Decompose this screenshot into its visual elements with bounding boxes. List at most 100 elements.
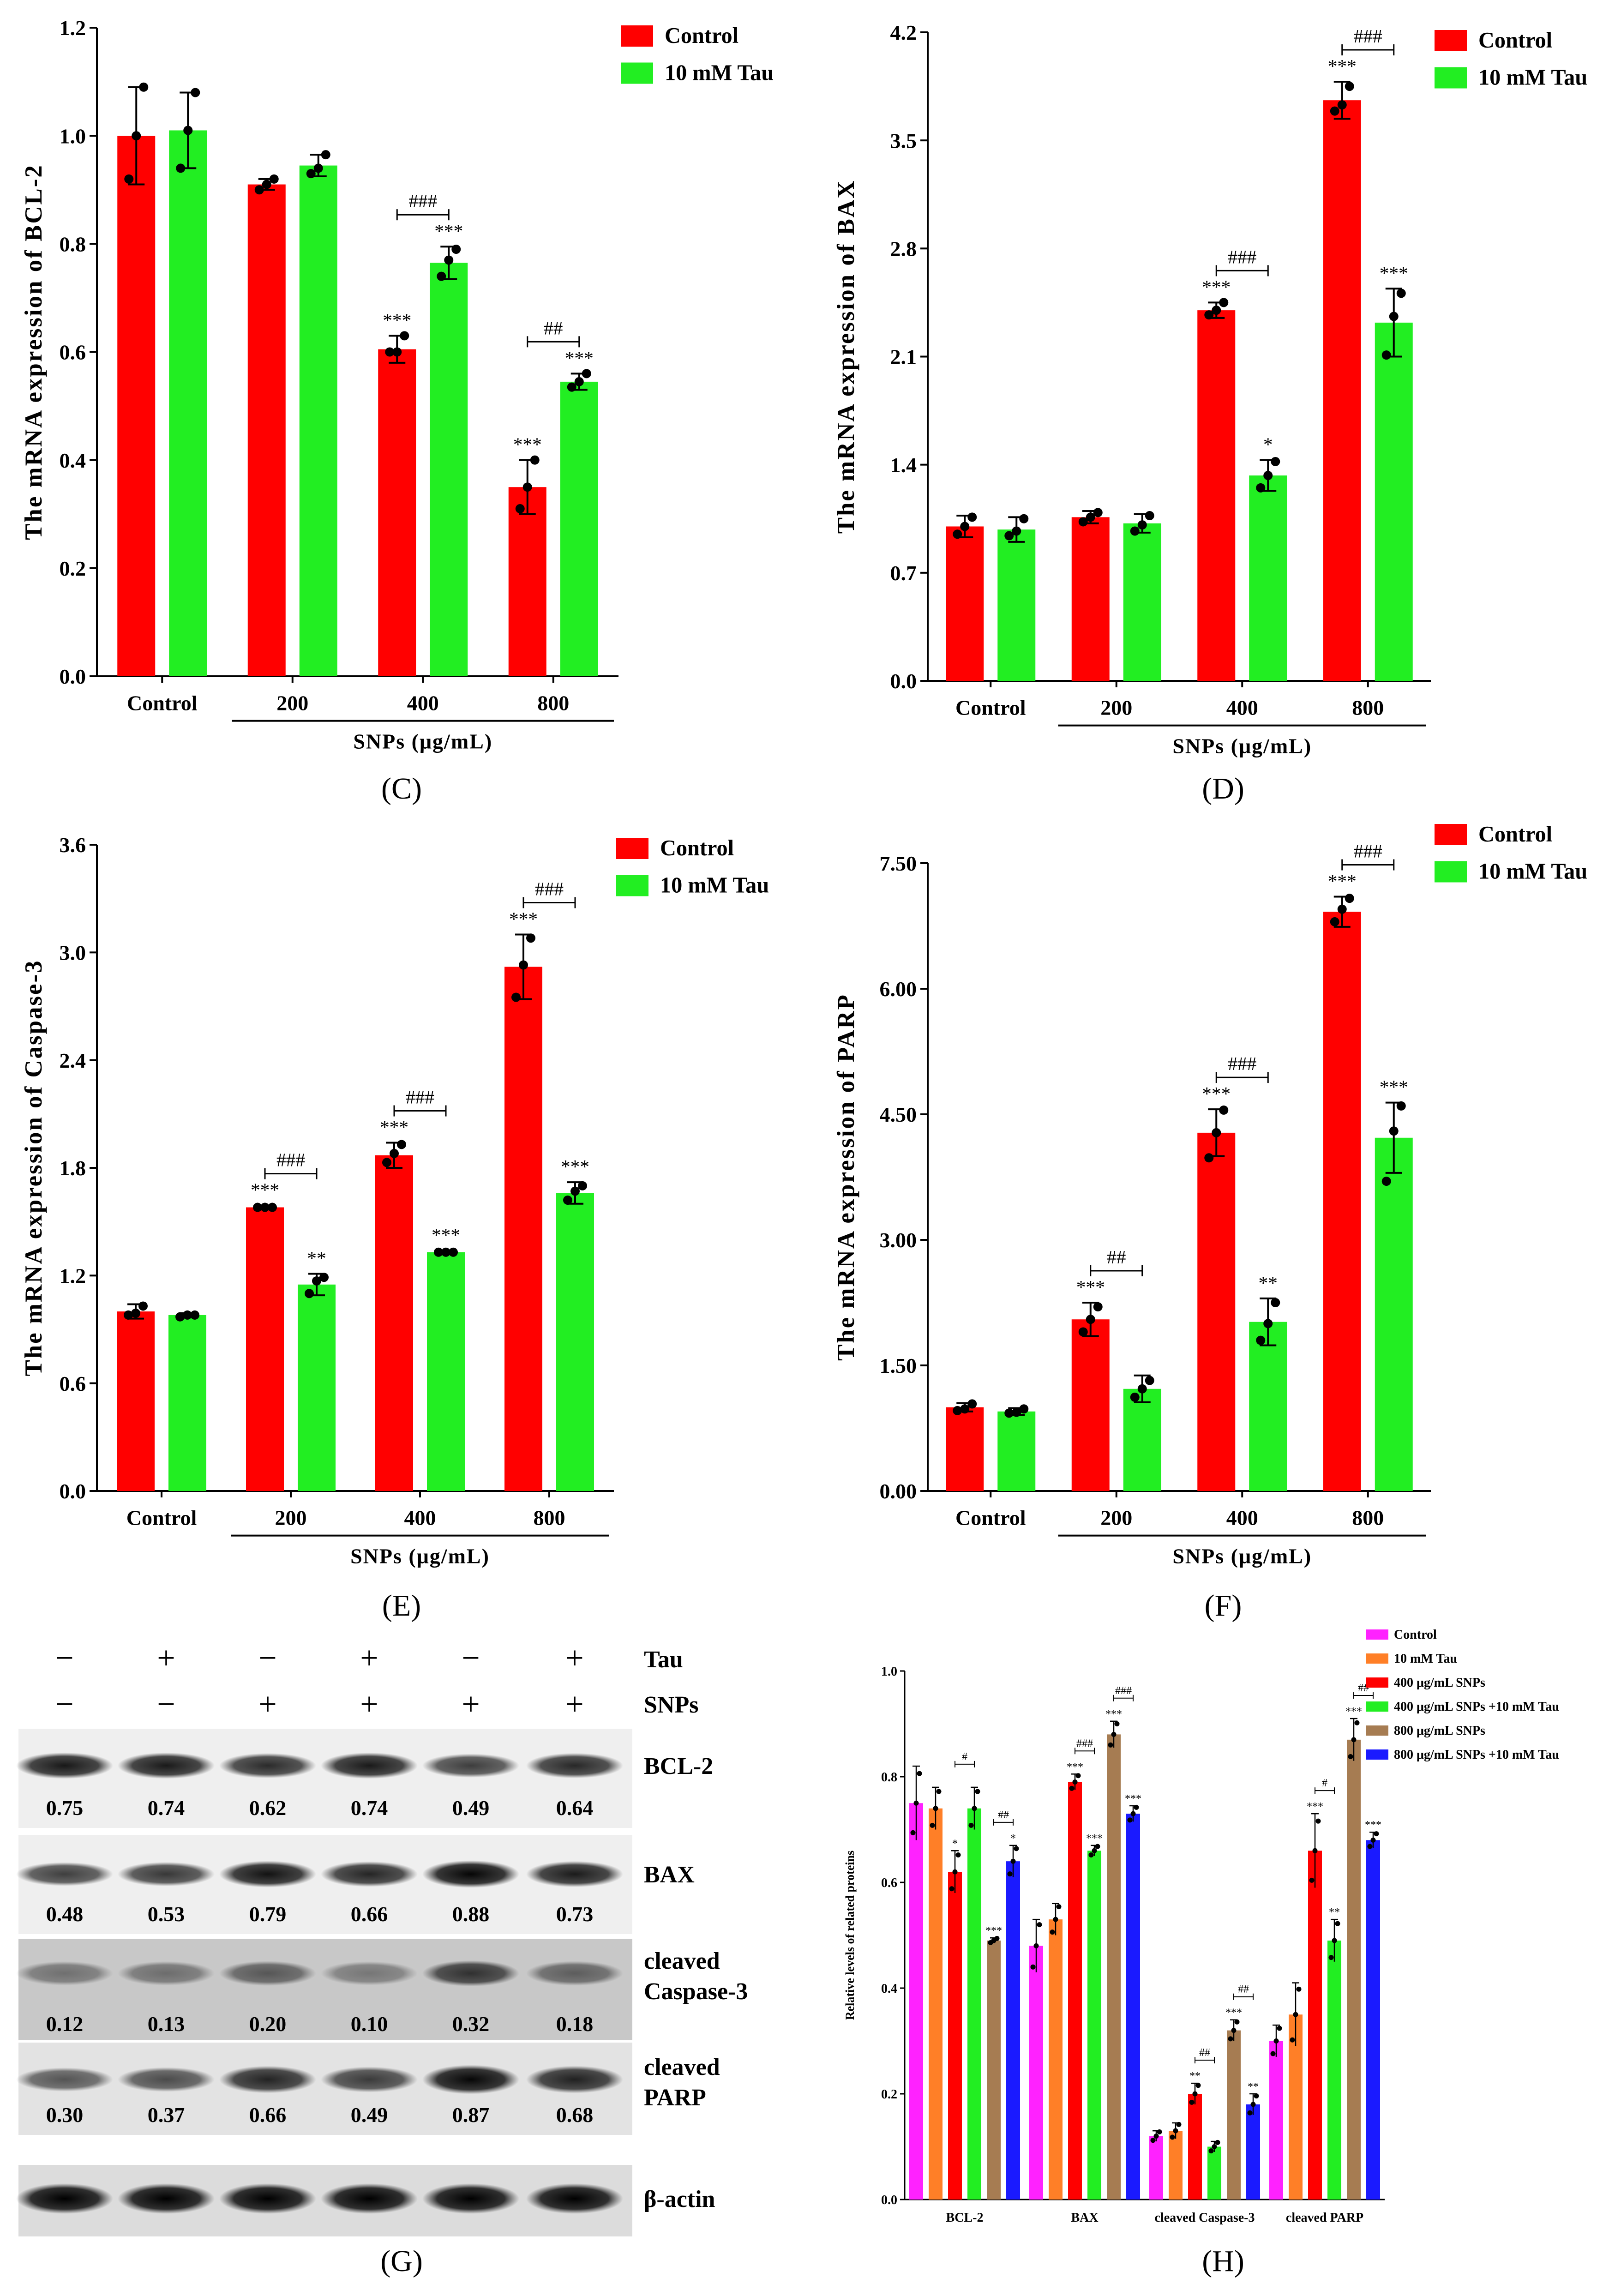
data-point — [253, 1202, 262, 1212]
significance-label: *** — [1125, 1793, 1141, 1805]
hash-significance-label: ## — [1238, 1983, 1249, 1995]
legend-label: Control — [1478, 822, 1552, 847]
x-tick-label: 200 — [1100, 1506, 1132, 1530]
data-point — [1204, 1153, 1214, 1163]
band-density-value: 0.66 — [351, 1902, 388, 1926]
band-density-value: 0.13 — [148, 2012, 185, 2036]
band-density-value: 0.87 — [452, 2103, 490, 2127]
data-point — [1367, 1844, 1373, 1849]
bar — [967, 1808, 981, 2200]
blot-band — [16, 1961, 113, 1986]
data-point — [1173, 2128, 1178, 2134]
data-point — [1195, 2083, 1201, 2088]
band-density-value: 0.68 — [556, 2103, 594, 2127]
bar — [1169, 2131, 1183, 2200]
data-point — [190, 1310, 199, 1320]
legend-swatch — [1435, 824, 1467, 845]
data-point — [1019, 1404, 1029, 1414]
data-point — [1056, 1904, 1062, 1910]
bar — [1071, 517, 1110, 681]
bar — [1308, 1851, 1322, 2200]
legend-swatch — [1435, 30, 1467, 51]
bar — [117, 136, 156, 677]
data-point — [1130, 1392, 1140, 1402]
data-point — [917, 1771, 922, 1776]
significance-label: *** — [1202, 1083, 1231, 1104]
data-point — [1019, 514, 1029, 523]
data-point — [1351, 1737, 1357, 1743]
data-point — [1111, 1731, 1117, 1737]
blot-band — [16, 1752, 113, 1779]
data-point — [952, 1869, 958, 1875]
legend-label: 800 μg/mL SNPs +10 mM Tau — [1394, 1748, 1559, 1762]
band-density-value: 0.73 — [556, 1902, 594, 1926]
significance-label: ** — [307, 1247, 326, 1268]
blot-band — [219, 1961, 316, 1986]
legend-swatch — [1366, 1677, 1388, 1688]
y-axis-title: The mRNA expression of BAX — [833, 180, 859, 534]
data-point — [522, 482, 532, 492]
data-point — [1263, 471, 1273, 481]
data-point — [305, 1289, 314, 1298]
data-point — [1137, 520, 1147, 530]
data-point — [1337, 904, 1347, 914]
data-point — [1271, 1298, 1280, 1307]
blot-row-label: Caspase-3 — [644, 1978, 748, 2005]
bar — [1107, 1734, 1121, 2200]
data-point — [382, 1158, 391, 1167]
data-point — [1004, 531, 1014, 541]
data-point — [176, 163, 186, 173]
data-point — [1247, 2110, 1253, 2116]
blot-band — [321, 1961, 418, 1985]
x-tick-label: Control — [955, 696, 1026, 720]
y-tick-label: 2.4 — [60, 1049, 86, 1072]
data-point — [1312, 1848, 1318, 1853]
significance-label: * — [1263, 434, 1273, 455]
hash-significance-label: ### — [1354, 25, 1382, 47]
chart-caspase3: The mRNA expression of Caspase-3 0.0 0.6 1.… — [20, 833, 769, 1568]
data-point — [262, 180, 271, 189]
bar — [1269, 2041, 1283, 2200]
bar — [1049, 1919, 1063, 2200]
significance-label: *** — [383, 309, 411, 331]
x-axis-title: SNPs (μg/mL) — [350, 1544, 490, 1568]
data-point — [582, 369, 591, 379]
legend-label: 10 mM Tau — [1478, 859, 1587, 884]
x-tick-label: cleaved Caspase-3 — [1155, 2211, 1255, 2225]
data-point — [1263, 1319, 1273, 1328]
bar — [298, 1284, 336, 1491]
data-point — [319, 1273, 329, 1282]
tau-sign: − — [258, 1641, 276, 1676]
data-point — [1273, 2038, 1279, 2044]
hash-significance-label: ## — [998, 1809, 1009, 1821]
data-point — [1290, 2037, 1295, 2043]
data-point — [1212, 1128, 1221, 1137]
band-density-value: 0.48 — [46, 1902, 84, 1926]
bar — [1068, 1782, 1082, 2200]
band-density-value: 0.30 — [46, 2103, 84, 2127]
hash-significance-label: ## — [1107, 1246, 1126, 1268]
hash-significance-label: ### — [1354, 841, 1382, 862]
x-tick-label: cleaved PARP — [1286, 2211, 1363, 2225]
y-tick-label: 3.00 — [880, 1228, 917, 1252]
y-tick-label: 3.0 — [60, 941, 86, 964]
data-point — [1033, 1943, 1039, 1948]
band-density-value: 0.62 — [249, 1796, 287, 1820]
legend-label: Control — [665, 24, 738, 48]
bar — [168, 1315, 206, 1491]
data-point — [960, 522, 970, 531]
data-point — [1012, 1407, 1021, 1417]
x-axis-title: SNPs (μg/mL) — [1172, 1544, 1312, 1568]
data-point — [953, 1406, 962, 1415]
hash-significance-label: ### — [1228, 1053, 1256, 1074]
tau-sign: + — [157, 1641, 175, 1676]
data-point — [390, 1148, 399, 1158]
y-tick-label: 1.2 — [60, 16, 86, 40]
tau-row-label: Tau — [644, 1647, 683, 1673]
blot-strip — [18, 1939, 632, 2040]
data-point — [1396, 1101, 1406, 1111]
data-point — [930, 1822, 935, 1828]
y-tick-label: 0.0 — [881, 2193, 897, 2207]
data-point — [574, 377, 584, 386]
